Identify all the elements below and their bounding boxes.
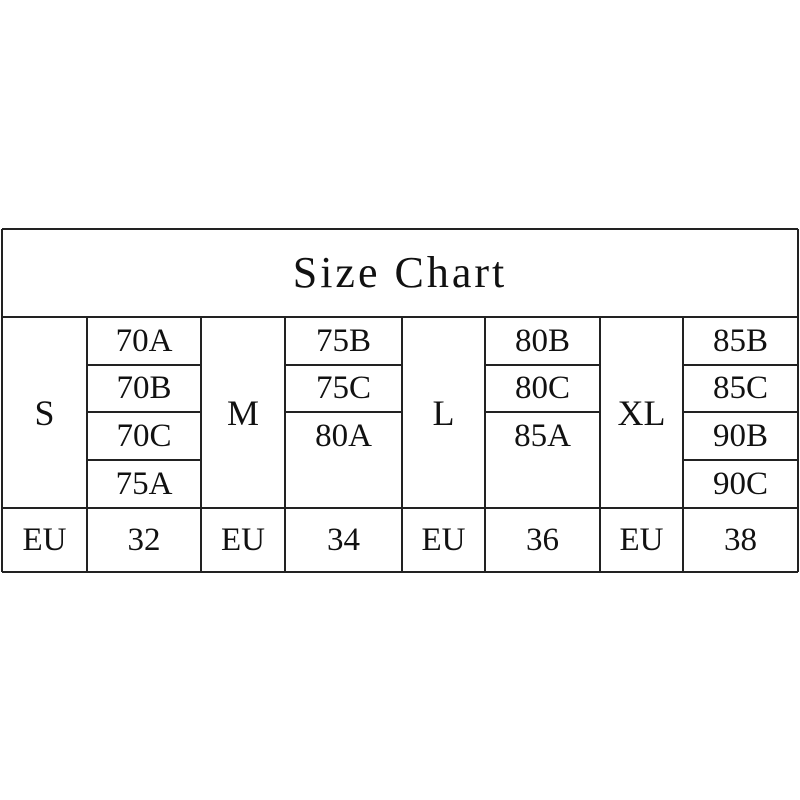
cup-size: 70A bbox=[115, 322, 173, 359]
region-label: EU bbox=[221, 521, 265, 558]
size-label: S bbox=[34, 392, 55, 433]
region-label: EU bbox=[22, 521, 67, 558]
region-label: EU bbox=[619, 521, 664, 558]
cup-size: 90B bbox=[712, 417, 768, 454]
eu-size: 36 bbox=[526, 521, 559, 558]
cup-size: 70B bbox=[116, 370, 172, 406]
table-title: Size Chart bbox=[292, 248, 508, 297]
cup-size: 85C bbox=[712, 370, 768, 406]
eu-size: 38 bbox=[724, 521, 757, 558]
cup-size: 75C bbox=[315, 370, 371, 406]
size-label: M bbox=[226, 392, 259, 433]
cup-size: 75A bbox=[115, 465, 173, 502]
cup-size: 70C bbox=[116, 417, 172, 454]
cup-size: 85B bbox=[712, 322, 768, 359]
region-label: EU bbox=[421, 521, 466, 558]
cup-size: 80C bbox=[514, 370, 570, 406]
eu-size: 32 bbox=[127, 521, 161, 558]
eu-size: 34 bbox=[327, 521, 360, 558]
size-label: L bbox=[432, 392, 455, 433]
cup-size: 75B bbox=[315, 322, 371, 359]
cup-size: 80A bbox=[315, 417, 372, 454]
size-label: XL bbox=[617, 392, 666, 433]
cup-size: 85A bbox=[514, 417, 571, 454]
cup-size: 80B bbox=[514, 322, 570, 359]
cup-size: 90C bbox=[712, 465, 768, 502]
